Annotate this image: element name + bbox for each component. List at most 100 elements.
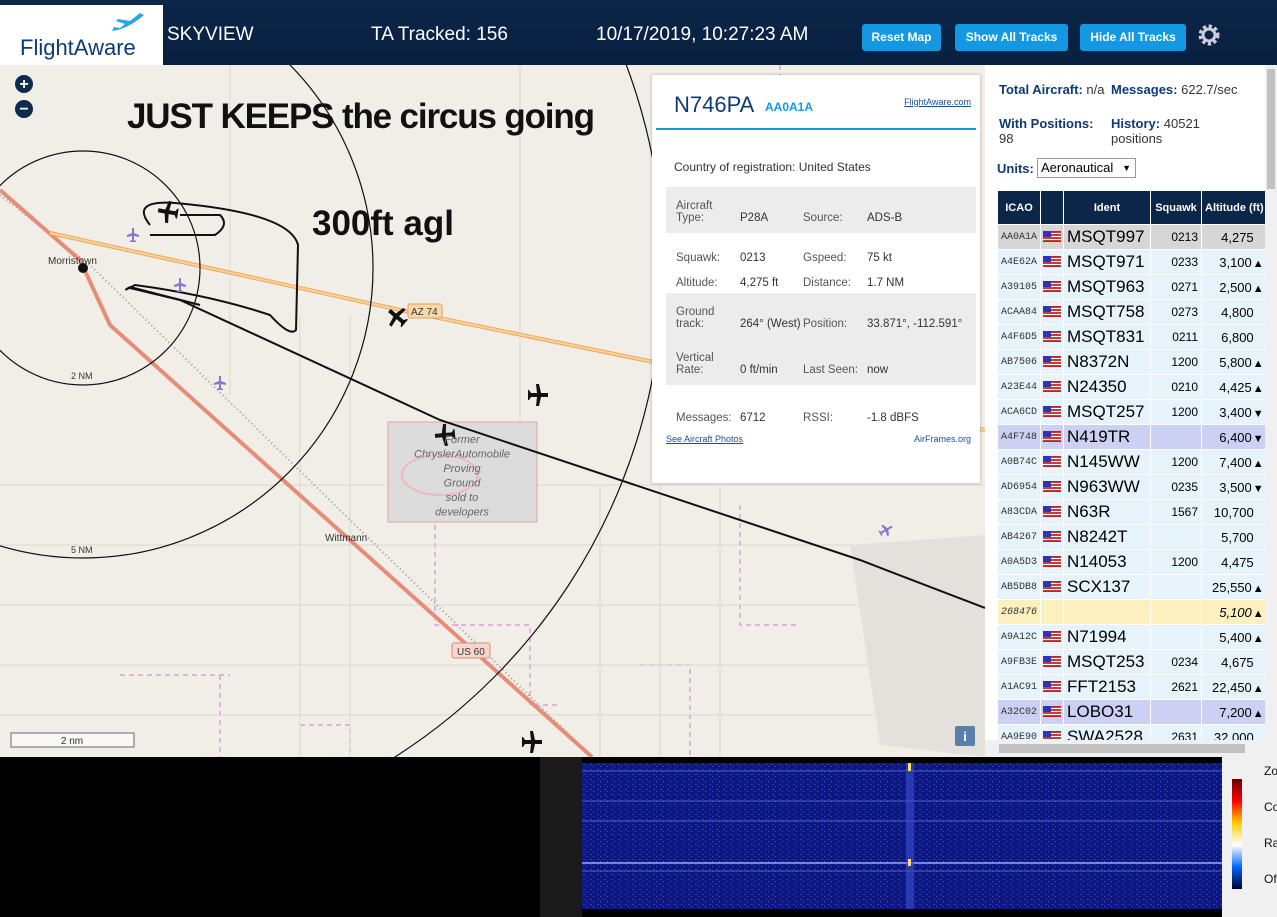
rect <box>1043 280 1052 287</box>
aircraft-row[interactable]: A39105 MSQT963 0271 2,500▲ <box>996 274 1268 300</box>
info-button[interactable] <box>955 726 975 746</box>
popup-section: Squawk: 0213 Gspeed: 75 kt Altitude: 4,275 ft… <box>666 237 976 289</box>
stat-value: 98 <box>999 131 1014 146</box>
aircraft-row[interactable]: A83CDA N63R 1567 10,700 <box>996 499 1268 525</box>
aircraft-row[interactable]: A0B74C N145WW 1200 7,400▲ <box>996 449 1268 475</box>
aircraft-row[interactable]: ACAA84 MSQT758 0273 4,800 <box>996 299 1268 325</box>
aircraft-row[interactable]: A1AC91 FFT2153 2621 22,450▲ <box>996 674 1268 700</box>
scrollbar-v[interactable] <box>1265 65 1277 757</box>
popup-section: Messages: 6712 RSSI: -1.8 dBFS <box>666 393 976 427</box>
units-select[interactable]: Aeronautical ▼ <box>1037 158 1136 178</box>
ident: N8242T <box>1067 527 1128 546</box>
aircraft-row[interactable]: A23E44 N24350 0210 4,425▲ <box>996 374 1268 400</box>
aircraft-row[interactable]: A4F748 N419TR 6,400▼ <box>996 424 1268 450</box>
ident: MSQT257 <box>1067 402 1145 421</box>
altitude-cell: 3,500▼ <box>1201 474 1268 500</box>
squawk: 0234 <box>1171 655 1199 669</box>
squawk: 1567 <box>1171 505 1199 519</box>
hide-tracks-button[interactable]: Hide All Tracks <box>1080 24 1186 51</box>
zoom-in[interactable] <box>15 75 33 93</box>
scroll-thumb[interactable] <box>999 744 1245 753</box>
aircraft-row[interactable]: AB7506 N8372N 1200 5,800▲ <box>996 349 1268 375</box>
icao-cell: AA0A1A <box>996 224 1042 250</box>
aircraft-row[interactable]: ACA6CD MSQT257 1200 3,400▼ <box>996 399 1268 425</box>
logo[interactable]: FlightAware <box>0 5 163 65</box>
zoom-in-label[interactable]: + <box>19 76 28 93</box>
squawk-cell: 0234 <box>1150 649 1203 675</box>
icao-cell: A1AC91 <box>996 674 1042 700</box>
icao-cell: A9FB3E <box>996 649 1042 675</box>
country-label: Country of registration: <box>674 160 796 174</box>
icao-cell: AB4267 <box>996 524 1042 550</box>
altitude: 4,425 <box>1219 379 1252 395</box>
stat-label: Total Aircraft: <box>999 82 1083 97</box>
rect <box>1043 505 1052 512</box>
flag-cell <box>1040 374 1065 400</box>
stat-value: 622.7/sec <box>1181 82 1238 97</box>
flag <box>1043 405 1062 417</box>
path <box>582 770 1222 872</box>
aircraft-row[interactable]: A4E62A MSQT971 0233 3,100▲ <box>996 249 1268 275</box>
traffic-icons[interactable] <box>127 228 895 539</box>
info-label[interactable]: i <box>963 729 967 744</box>
zoom-out[interactable] <box>15 100 33 118</box>
flightaware-link[interactable]: FlightAware.com <box>904 97 971 107</box>
aircraft-row[interactable]: A4F6D5 MSQT831 0211 6,800 <box>996 324 1268 350</box>
altitude: 25,550 <box>1212 579 1252 595</box>
flag-cell <box>1040 249 1065 275</box>
rect <box>1043 380 1052 387</box>
aircraft-row[interactable]: A32C02 LOBO31 7,200▲ <box>996 699 1268 725</box>
road-shield <box>407 303 443 319</box>
squawk-cell: 1200 <box>1150 449 1203 475</box>
squawk-cell <box>1150 524 1203 550</box>
icao-cell: ACA6CD <box>996 399 1042 425</box>
show-tracks-button[interactable]: Show All Tracks <box>955 24 1068 51</box>
scroll-thumb[interactable] <box>1267 69 1275 189</box>
squawk-cell: 1200 <box>1150 349 1203 375</box>
squawk-cell <box>1150 699 1203 725</box>
aircraft-row[interactable]: A9A12C N71994 5,400▲ <box>996 624 1268 650</box>
photos-link[interactable]: See Aircraft Photos <box>666 434 744 444</box>
aircraft-row[interactable]: AB4267 N8242T 5,700 <box>996 524 1268 550</box>
rect <box>1043 630 1052 637</box>
stat: History: 40521 positions <box>1111 116 1251 146</box>
zoom-out-label[interactable]: − <box>19 101 28 118</box>
circle <box>1201 27 1217 43</box>
aircraft-row[interactable]: AB5DB8 SCX137 25,550▲ <box>996 574 1268 600</box>
squawk: 0233 <box>1171 255 1199 269</box>
spectrum-margin <box>540 757 582 917</box>
icao-cell: AB5DB8 <box>996 574 1042 600</box>
ident: MSQT758 <box>1067 302 1145 321</box>
aircraft-row[interactable]: A0A5D3 N14053 1200 4,475 <box>996 549 1268 575</box>
field-label: Altitude: <box>676 276 718 289</box>
flag <box>1043 230 1062 242</box>
aircraft-row[interactable]: 268476 5,100▲ <box>996 599 1268 625</box>
column-header: ICAO <box>996 190 1042 225</box>
altitude-cell: 6,800 <box>1201 324 1268 350</box>
altitude: 6,400 <box>1219 429 1252 445</box>
aircraft-row[interactable]: AD6954 N963WW 0235 3,500▼ <box>996 474 1268 500</box>
trend: ▲ <box>1252 607 1264 620</box>
aircraft-row[interactable]: A9FB3E MSQT253 0234 4,675 <box>996 649 1268 675</box>
aircraft-icons[interactable] <box>156 199 548 753</box>
airframes-link[interactable]: AirFrames.org <box>913 434 971 444</box>
stat: Messages: 622.7/sec <box>1111 82 1251 97</box>
reset-map-button[interactable]: Reset Map <box>862 24 941 51</box>
popup-divider <box>656 128 976 130</box>
stat-label: Messages: <box>1111 82 1178 97</box>
town-label: Morristown <box>48 256 97 267</box>
annotation: 300ft agl <box>312 204 454 243</box>
field-label: Squawk: <box>676 251 721 264</box>
altitude-cell: 10,700 <box>1201 499 1268 525</box>
flag-cell <box>1040 274 1065 300</box>
altitude-cell: 7,200▲ <box>1201 699 1268 725</box>
popup-ident: N746PA <box>674 92 755 117</box>
tracked-count: TA Tracked: 156 <box>371 24 508 45</box>
scrollbar-h[interactable] <box>985 740 1265 757</box>
ident: N8372N <box>1067 352 1130 371</box>
flag-cell <box>1040 349 1065 375</box>
settings-gear[interactable] <box>1196 22 1222 48</box>
flag <box>1043 530 1062 542</box>
rect <box>1043 705 1052 712</box>
aircraft-row[interactable]: AA0A1A MSQT997 0213 4,275 <box>996 224 1268 250</box>
